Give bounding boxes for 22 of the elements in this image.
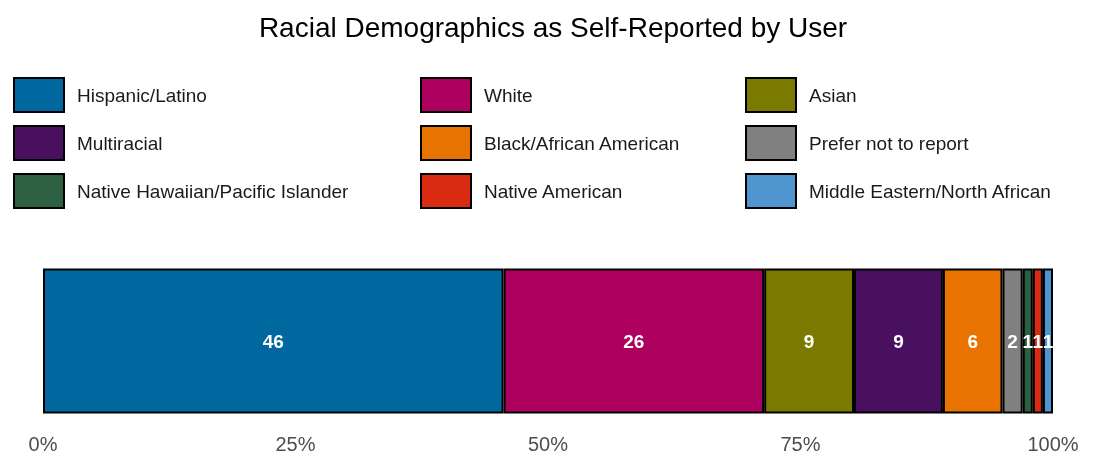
- data-label: 26: [623, 330, 645, 352]
- data-label: 1: [1022, 330, 1034, 352]
- x-tick-label: 100%: [1027, 433, 1079, 455]
- legend-label: Black/African American: [484, 132, 680, 154]
- data-label: 6: [967, 330, 978, 352]
- legend-label: Prefer not to report: [809, 132, 970, 154]
- data-label: 46: [262, 330, 284, 352]
- x-tick-label: 0%: [28, 433, 58, 455]
- data-label: 2: [1007, 330, 1018, 352]
- data-label: 9: [803, 330, 815, 352]
- chart-title: Racial Demographics as Self-Reported by User: [258, 11, 848, 43]
- legend-label: Middle Eastern/North African: [809, 180, 1051, 202]
- x-tick-label: 75%: [780, 433, 821, 455]
- legend-label: White: [484, 84, 533, 106]
- x-tick-label: 50%: [527, 433, 569, 455]
- legend-label: Multiracial: [77, 132, 163, 154]
- legend-label: Native Hawaiian/Pacific Islander: [77, 180, 350, 202]
- legend-label: Hispanic/Latino: [77, 84, 207, 106]
- x-tick-label: 25%: [275, 433, 316, 455]
- data-label: 9: [893, 330, 904, 352]
- legend-label: Native American: [484, 180, 623, 202]
- legend-label: Asian: [809, 84, 857, 106]
